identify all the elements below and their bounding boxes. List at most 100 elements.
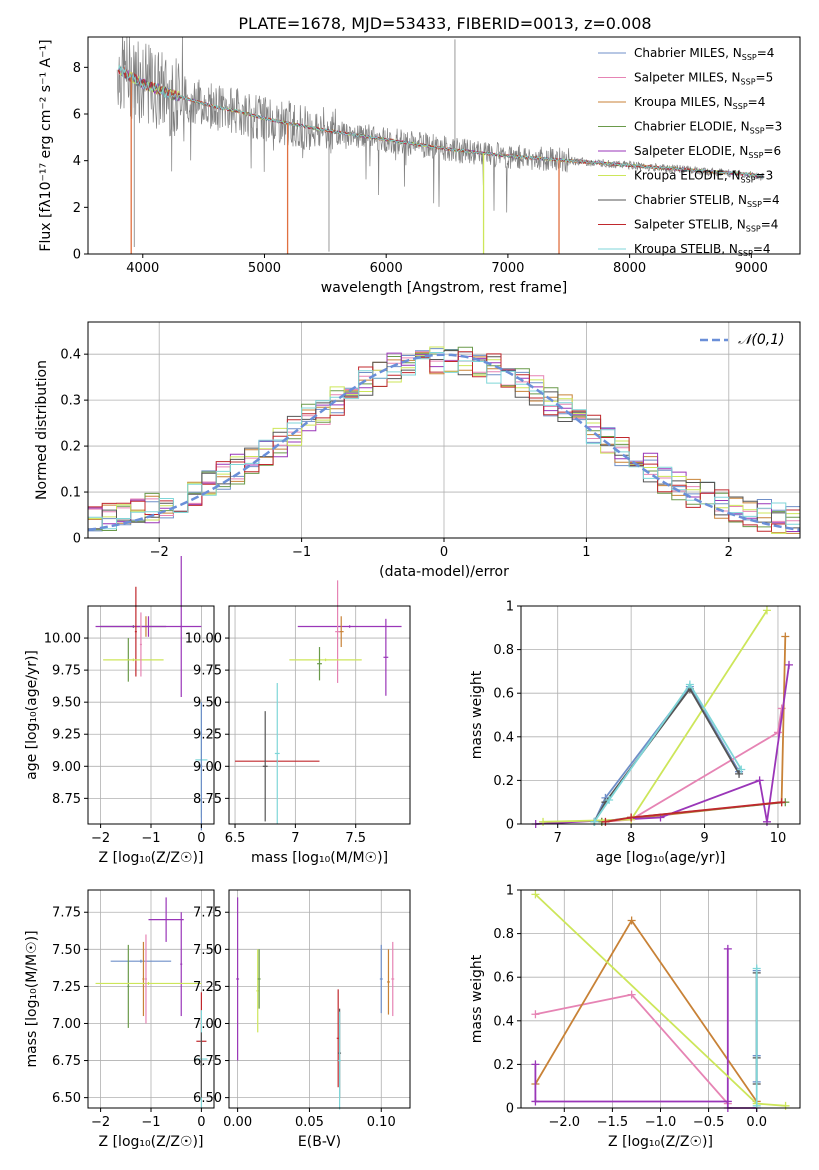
- legend-entry: Salpeter STELIB, NSSP=4: [634, 218, 778, 234]
- y-tick-label: 1: [506, 600, 514, 615]
- x-tick-label: 7: [291, 831, 299, 846]
- y-tick-label: 2: [73, 201, 81, 216]
- plot-area: [95, 897, 208, 1108]
- x-tick-label: 0.05: [295, 1115, 324, 1130]
- weight-point: [723, 944, 732, 953]
- y-tick-label: 9.25: [193, 728, 222, 743]
- panel-age-vs-Z: −2 −1 0 8.75 9.00 9.25 9.50 9.75 10.00 Z [log₁₀(Z…: [24, 555, 215, 866]
- y-tick-label: 9.00: [193, 760, 222, 775]
- x-tick-label: −1.0: [645, 1115, 677, 1130]
- weight-point: [762, 606, 771, 615]
- x-tick-label: 8: [627, 831, 635, 846]
- x-tick-label: 0: [197, 831, 205, 846]
- y-tick-label: 10.00: [185, 632, 222, 647]
- weight-point: [755, 776, 764, 785]
- axes-frame: [228, 605, 411, 825]
- x-tick-label: 0: [197, 1115, 205, 1130]
- y-axis-label: Normed distribution: [34, 360, 50, 500]
- x-tick-label: −1.5: [597, 1115, 629, 1130]
- weight-point: [627, 813, 636, 822]
- y-axis-label: mass weight: [469, 954, 485, 1043]
- y-tick-label: 0: [73, 248, 81, 263]
- axes-frame: [87, 889, 215, 1109]
- y-tick-label: 7.75: [52, 906, 81, 921]
- y-tick-label: 9.75: [193, 664, 222, 679]
- y-tick-label: 9.25: [52, 728, 81, 743]
- x-axis-label: Z [log₁₀(Z/Z☉)]: [99, 1134, 204, 1150]
- y-tick-label: 0: [73, 532, 81, 547]
- weight-point: [781, 632, 790, 641]
- y-axis-label: mass [log₁₀(M/M☉)]: [24, 930, 40, 1067]
- y-tick-label: 8.75: [193, 792, 222, 807]
- x-tick-label: −0.5: [693, 1115, 725, 1130]
- y-tick-label: 9.50: [52, 696, 81, 711]
- axes-frame: [520, 605, 801, 825]
- panel-age-vs-mass: 6.5 7 7.5 8.75 9.00 9.25 9.50 9.75 10.00 mass [lo…: [185, 580, 411, 866]
- x-tick-label: −1: [141, 831, 160, 846]
- y-tick-label: 6.75: [52, 1054, 81, 1069]
- x-tick-label: 8000: [613, 261, 646, 276]
- weight-point: [531, 1097, 540, 1106]
- legend-entry: 𝒩(0,1): [738, 332, 785, 348]
- x-tick-label: −1: [292, 545, 311, 560]
- weight-point: [737, 765, 746, 774]
- y-tick-label: 6.75: [193, 1054, 222, 1069]
- y-tick-label: 0.4: [493, 730, 514, 745]
- y-axis-label: mass weight: [469, 670, 485, 759]
- x-tick-label: 6000: [370, 261, 403, 276]
- y-tick-label: 9.75: [52, 664, 81, 679]
- panel-spectrum: 4000 5000 6000 7000 8000 9000 0 2 4 6 8 wavelength …: [38, 36, 801, 296]
- x-tick-label: −1: [141, 1115, 160, 1130]
- y-tick-label: 10.00: [44, 632, 81, 647]
- y-tick-label: 7.75: [193, 906, 222, 921]
- x-tick-label: 0.00: [223, 1115, 252, 1130]
- weight-point: [777, 798, 786, 807]
- legend-entry: Salpeter ELODIE, NSSP=6: [634, 144, 781, 160]
- axes-frame: [87, 605, 215, 825]
- legend-entry: Kroupa MILES, NSSP=4: [634, 95, 765, 111]
- y-tick-label: 7.25: [193, 980, 222, 995]
- weight-point: [773, 728, 782, 737]
- weight-point: [762, 817, 771, 826]
- y-tick-label: 0.6: [493, 687, 514, 702]
- normal-curve: [88, 353, 800, 532]
- weight-line-chabrier-miles: [593, 685, 740, 823]
- y-tick-label: 6: [73, 108, 81, 123]
- weight-point: [605, 796, 614, 805]
- y-axis-label: Flux [fλ10⁻¹⁷ erg cm⁻² s⁻¹ A⁻¹]: [38, 39, 54, 251]
- weight-point: [531, 1010, 540, 1019]
- x-axis-label: Z [log₁₀(Z/Z☉)]: [608, 1134, 713, 1150]
- legend-entry: Chabrier STELIB, NSSP=4: [634, 193, 780, 209]
- panel-weight-vs-age: 7 8 9 10 0 0.2 0.4 0.6 0.8 1 age [log₁₀(age/yr)] ma…: [469, 600, 801, 866]
- panel-weight-vs-Z: −2.0 −1.5 −1.0 −0.5 0.0 0 0.2 0.4 0.6 0.8 1 Z [log₁…: [469, 884, 801, 1150]
- weight-point: [627, 916, 636, 925]
- legend-entry: Kroupa STELIB, NSSP=4: [634, 242, 771, 258]
- y-tick-label: 0: [506, 1102, 514, 1117]
- x-axis-label: mass [log₁₀(M/M☉)]: [251, 850, 388, 866]
- y-tick-label: 0.3: [60, 394, 81, 409]
- x-tick-label: 5000: [248, 261, 281, 276]
- y-tick-label: 7.25: [52, 980, 81, 995]
- y-tick-label: 0: [506, 818, 514, 833]
- legend-entry: Chabrier MILES, NSSP=4: [634, 46, 774, 62]
- y-tick-label: 1: [506, 884, 514, 899]
- x-tick-label: 4000: [126, 261, 159, 276]
- axes-frame: [87, 321, 801, 539]
- y-tick-label: 7.50: [52, 943, 81, 958]
- y-tick-label: 7.00: [193, 1017, 222, 1032]
- y-tick-label: 4: [73, 154, 81, 169]
- weight-point: [531, 890, 540, 899]
- y-tick-label: 8.75: [52, 792, 81, 807]
- y-tick-label: 8: [73, 61, 81, 76]
- y-tick-label: 6.50: [52, 1091, 81, 1106]
- axes-frame: [228, 889, 411, 1109]
- plot-area: [95, 555, 208, 831]
- plot-area: [116, 37, 764, 254]
- weight-line-kroupa-miles: [601, 636, 787, 823]
- plot-area: [235, 580, 402, 824]
- weight-point: [685, 680, 694, 689]
- x-tick-label: −2: [150, 545, 169, 560]
- weight-line-kroupa-stelib: [593, 682, 743, 823]
- weight-point: [781, 1101, 790, 1110]
